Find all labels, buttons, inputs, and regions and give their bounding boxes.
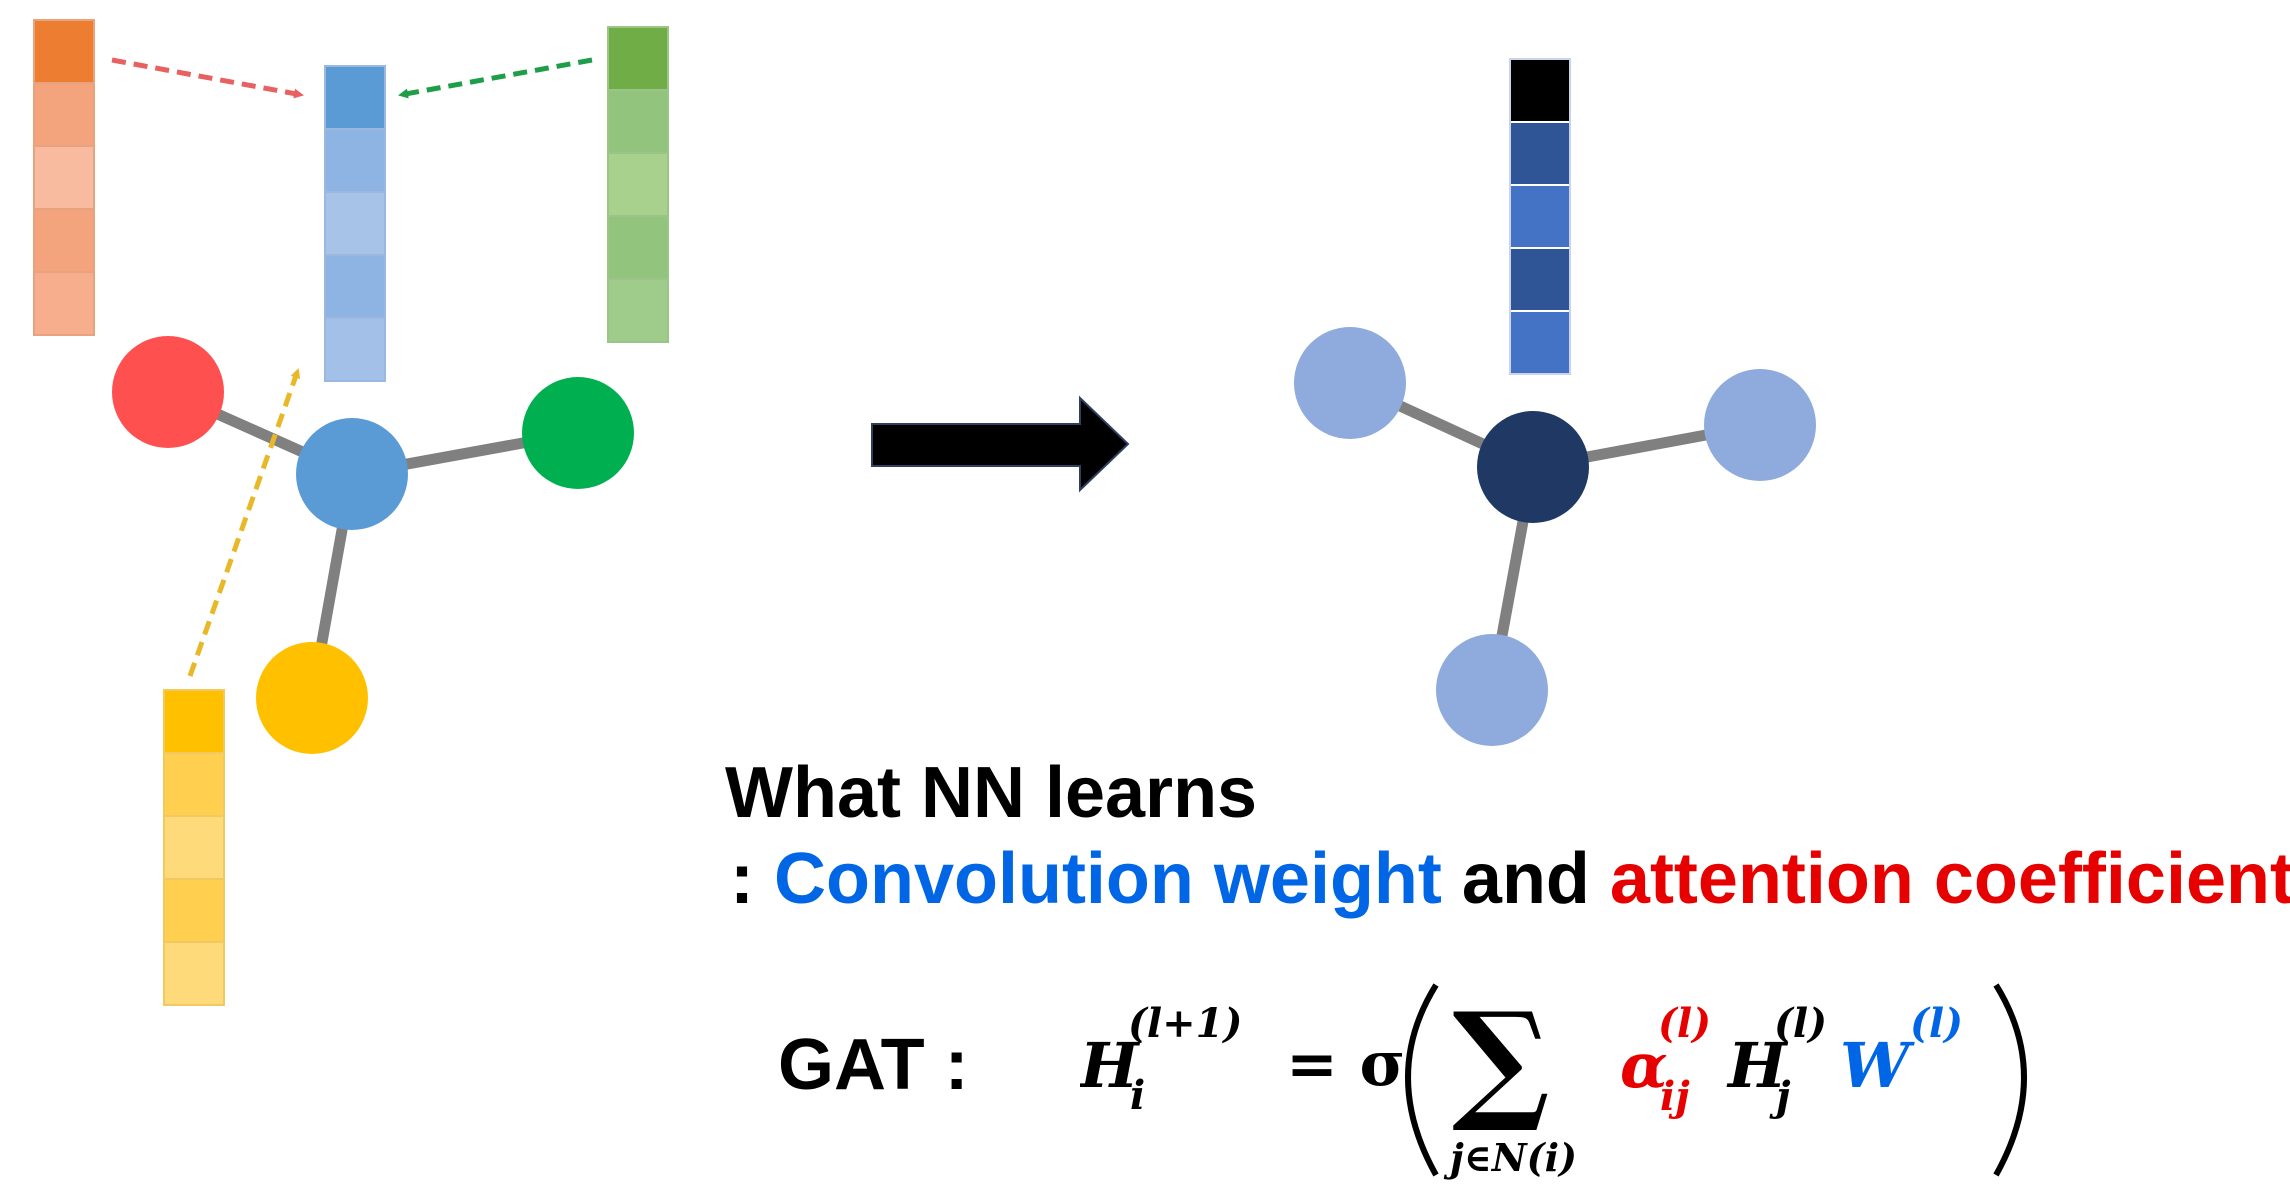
output-vector-cell [1509,121,1571,186]
feature-vector-yellow [163,689,225,1006]
blue-vector-cell [324,191,386,256]
out-node-left [1294,327,1406,439]
node-yellow [256,642,368,754]
feature-vector-orange [33,19,95,336]
orange-vector-cell [33,208,95,273]
formula-h: H [1726,1029,1789,1102]
feature-vector-blue [324,65,386,382]
formula-alpha: α [1620,1029,1668,1102]
subtitle-convolution-weight: Convolution weight [773,839,1442,919]
green-vector-cell [607,89,669,154]
gat-label: GAT : [778,1025,969,1105]
node-red [112,336,224,448]
out-node-bottom [1436,634,1548,746]
blue-vector-cell [324,65,386,130]
output-vector-cell [1509,247,1571,312]
out-node-center [1477,411,1589,523]
formula-sum-icon: ∑ [1452,983,1550,1136]
output-vector-cell [1509,58,1571,123]
formula-h-sup: (l) [1774,1000,1827,1047]
formula-sum-sub: j∈N(i) [1443,1135,1577,1180]
yellow-vector-cell [163,689,225,754]
yellow-vector-cell [163,815,225,880]
title-what-nn-learns: What NN learns [725,753,1258,833]
green-vector-cell [607,152,669,217]
out-node-right [1704,369,1816,481]
feature-vector-output [1509,58,1571,375]
transform-arrow-icon [871,395,1130,493]
formula-w: W [1840,1029,1915,1102]
yellow-vector-cell [163,878,225,943]
dashed-arrow-green [398,57,593,99]
formula-lhs-sub: i [1130,1072,1145,1119]
formula-alpha-sub: ij [1660,1073,1690,1120]
formula-w-sup: (l) [1910,1000,1963,1047]
left-paren-icon [1405,983,1439,1177]
blue-vector-cell [324,254,386,319]
output-vector-cell [1509,184,1571,249]
orange-vector-cell [33,82,95,147]
green-vector-cell [607,26,669,91]
node-center-blue [296,418,408,530]
formula-lhs-var: H [1080,1029,1141,1102]
green-vector-border [607,26,669,343]
orange-vector-cell [33,145,95,210]
subtitle-attention-coefficient: attention coefficient [1609,839,2290,919]
formula-lhs-sup: (l+1) [1128,1000,1242,1047]
subtitle: : Convolution weight and attention coeff… [730,838,2290,920]
yellow-vector-cell [163,941,225,1006]
blue-vector-cell [324,317,386,382]
subtitle-and: and [1441,839,1610,919]
feature-vector-green [607,26,669,343]
yellow-vector-cell [163,752,225,817]
dashed-arrow-yellow [187,368,301,677]
right-paren-icon [1993,983,2027,1177]
formula-equals-sigma: = σ [1286,1027,1405,1100]
node-green [522,377,634,489]
blue-vector-border [324,65,386,382]
orange-vector-border [33,19,95,336]
blue-vector-cell [324,128,386,193]
dashed-arrow-red [111,57,304,99]
output-vector-cell [1509,310,1571,375]
green-vector-cell [607,215,669,280]
orange-vector-cell [33,271,95,336]
subtitle-prefix: : [730,839,774,919]
orange-vector-cell [33,19,95,84]
formula-alpha-sup: (l) [1658,1000,1711,1047]
yellow-vector-border [163,689,225,1006]
gat-formula: H (l+1) i = σ ∑ j∈N(i) α (l) ij H (l) j … [1080,983,2027,1180]
output-vector-border [1509,58,1571,375]
green-vector-cell [607,278,669,343]
